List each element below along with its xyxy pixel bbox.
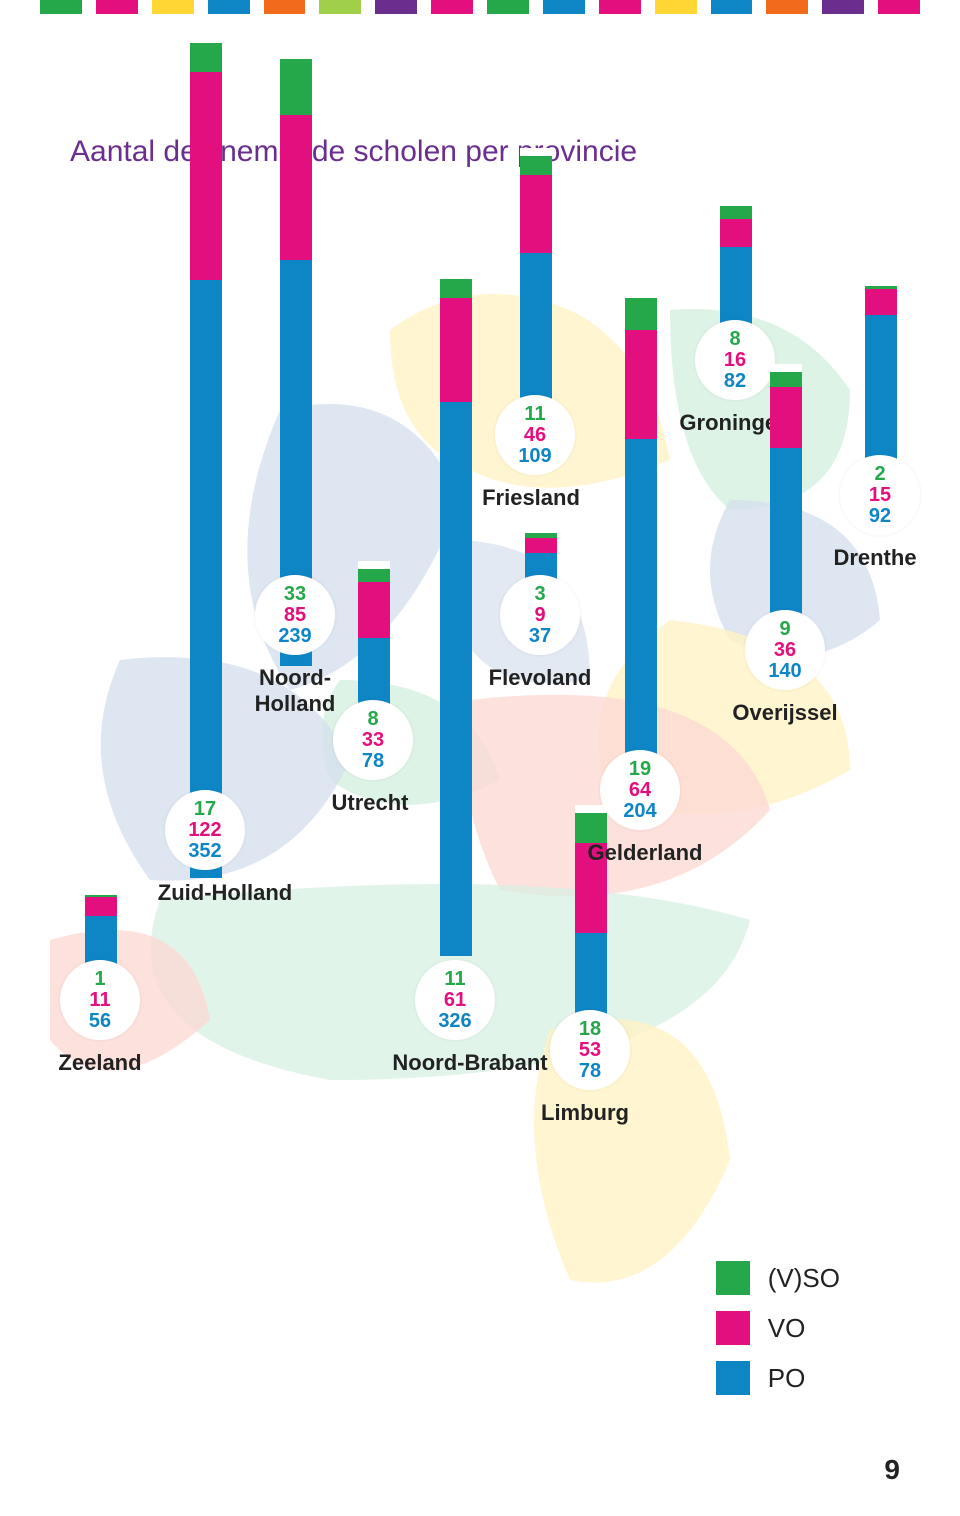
province-bar-noord-holland	[280, 51, 312, 666]
province-values-flevoland: 3937	[500, 575, 580, 655]
bar-seg-po	[440, 402, 472, 956]
province-bar-noord-brabant	[440, 271, 472, 956]
top-bar-segment	[152, 0, 194, 14]
legend-swatch	[716, 1311, 750, 1345]
top-bar-segment	[375, 0, 417, 14]
bar-seg-po	[190, 280, 222, 878]
bar-seg-vso	[770, 372, 802, 387]
legend: (V)SO VO PO	[716, 1261, 840, 1411]
province-values-friesland: 1146109	[495, 395, 575, 475]
province-label-zeeland: Zeeland	[45, 1050, 155, 1076]
province-bar-gelderland	[625, 290, 657, 786]
bar-seg-po	[865, 315, 897, 471]
province-values-utrecht: 83378	[333, 700, 413, 780]
bar-seg-vso	[440, 279, 472, 298]
province-values-limburg: 185378	[550, 1010, 630, 1090]
province-values-noord-holland: 3385239	[255, 575, 335, 655]
top-bar-segment	[878, 0, 920, 14]
bar-seg-vo	[190, 72, 222, 279]
province-label-drenthe: Drenthe	[825, 545, 925, 571]
province-label-zuid-holland: Zuid-Holland	[145, 880, 305, 906]
top-bar-segment	[431, 0, 473, 14]
top-bar-segment	[487, 0, 529, 14]
province-values-gelderland: 1964204	[600, 750, 680, 830]
bar-seg-vo	[440, 298, 472, 402]
bar-seg-vo	[85, 897, 117, 916]
bar-seg-vso	[625, 298, 657, 330]
bar-seg-vso	[575, 813, 607, 844]
province-label-limburg: Limburg	[530, 1100, 640, 1126]
bar-seg-vso	[720, 206, 752, 220]
top-bar-segment	[96, 0, 138, 14]
bar-seg-vo	[625, 330, 657, 439]
top-bar-segment	[208, 0, 250, 14]
bar-seg-vo	[280, 115, 312, 260]
bar-seg-vso	[190, 43, 222, 72]
top-bar-segment	[766, 0, 808, 14]
legend-row: PO	[716, 1361, 840, 1395]
bar-seg-vso	[280, 59, 312, 115]
bar-seg-vo	[358, 582, 390, 638]
legend-swatch	[716, 1361, 750, 1395]
province-label-gelderland: Gelderland	[575, 840, 715, 866]
legend-label: VO	[768, 1313, 806, 1344]
legend-row: VO	[716, 1311, 840, 1345]
province-values-drenthe: 21592	[840, 455, 920, 535]
top-bar-segment	[599, 0, 641, 14]
bar-seg-vo	[520, 175, 552, 253]
province-label-flevoland: Flevoland	[480, 665, 600, 691]
top-bar-segment	[543, 0, 585, 14]
province-values-zeeland: 11156	[60, 960, 140, 1040]
province-values-noord-brabant: 1161326	[415, 960, 495, 1040]
province-values-zuid-holland: 17122352	[165, 790, 245, 870]
province-label-utrecht: Utrecht	[320, 790, 420, 816]
top-bar-segment	[822, 0, 864, 14]
bar-seg-vso	[520, 156, 552, 175]
province-label-overijssel: Overijssel	[720, 700, 850, 726]
top-bar-segment	[711, 0, 753, 14]
bar-seg-vo	[865, 289, 897, 315]
bar-seg-po	[625, 439, 657, 786]
top-bar-segment	[655, 0, 697, 14]
bar-seg-vo	[770, 387, 802, 448]
bar-seg-vso	[358, 569, 390, 583]
province-values-groningen: 81682	[695, 320, 775, 400]
top-bar-segment	[40, 0, 82, 14]
legend-label: (V)SO	[768, 1263, 840, 1294]
province-label-noord-brabant: Noord-Brabant	[380, 1050, 560, 1076]
legend-swatch	[716, 1261, 750, 1295]
legend-row: (V)SO	[716, 1261, 840, 1295]
province-label-noord-holland: Noord- Holland	[240, 665, 350, 717]
province-bar-drenthe	[865, 278, 897, 471]
top-bar-segment	[319, 0, 361, 14]
legend-label: PO	[768, 1363, 806, 1394]
province-bar-zuid-holland	[190, 35, 222, 878]
province-label-friesland: Friesland	[476, 485, 586, 511]
top-bar-segment	[264, 0, 306, 14]
bar-seg-vo	[720, 219, 752, 246]
top-color-bar	[0, 0, 960, 14]
page-number: 9	[884, 1454, 900, 1486]
bar-seg-vo	[525, 538, 557, 553]
province-values-overijssel: 936140	[745, 610, 825, 690]
